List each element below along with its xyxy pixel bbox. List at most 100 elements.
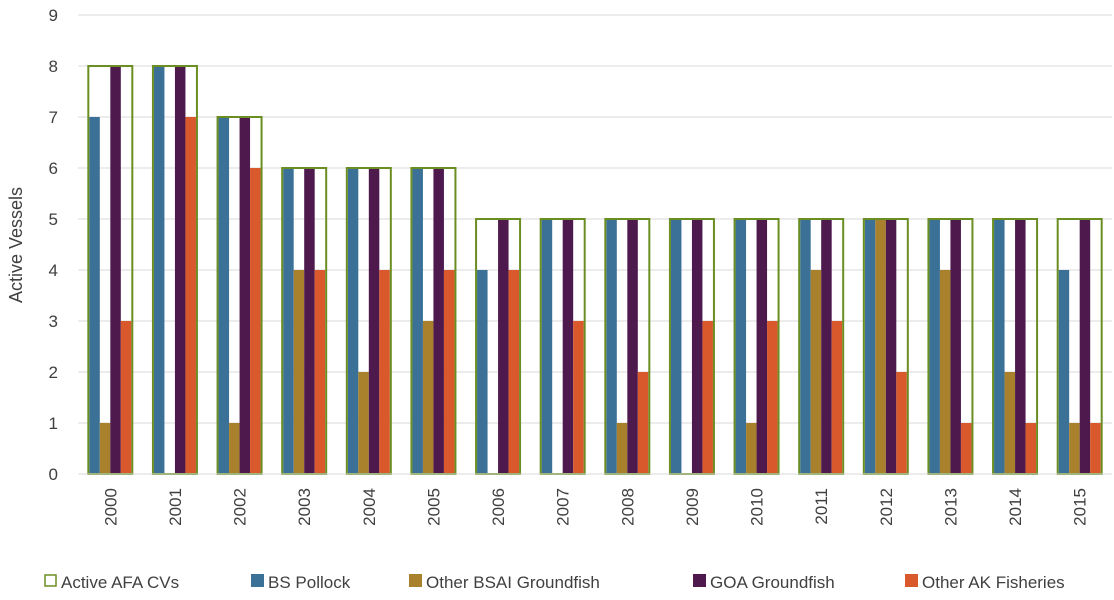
bar-other-ak-fisheries bbox=[120, 321, 132, 474]
x-tick-label: 2006 bbox=[489, 488, 508, 526]
bar-other-ak-fisheries bbox=[443, 270, 455, 474]
legend-item-goa-groundfish: GOA Groundfish bbox=[693, 573, 835, 592]
legend-label: GOA Groundfish bbox=[710, 573, 835, 592]
bar-other-ak-fisheries bbox=[637, 372, 649, 474]
bar-other-ak-fisheries bbox=[896, 372, 907, 474]
y-tick-label: 3 bbox=[49, 312, 58, 331]
x-tick-label: 2000 bbox=[101, 488, 120, 526]
x-tick-label: 2014 bbox=[1006, 488, 1025, 526]
bar-goa-groundfish bbox=[562, 219, 574, 474]
legend-label: Other BSAI Groundfish bbox=[426, 573, 600, 592]
x-tick-label: 2012 bbox=[877, 488, 896, 526]
y-axis-title: Active Vessels bbox=[6, 187, 26, 303]
legend-swatch bbox=[251, 574, 264, 587]
legend-swatch bbox=[44, 574, 57, 587]
bar-bs-pollock bbox=[929, 219, 940, 474]
bar-other-ak-fisheries bbox=[1025, 423, 1037, 474]
y-tick-label: 9 bbox=[49, 6, 58, 25]
bar-goa-groundfish bbox=[239, 117, 251, 474]
x-tick-label: 2009 bbox=[683, 488, 702, 526]
bar-other-ak-fisheries bbox=[960, 423, 972, 474]
bar-goa-groundfish bbox=[368, 168, 380, 474]
bar-other-bsai-groundfish bbox=[616, 423, 628, 474]
bar-bs-pollock bbox=[347, 168, 359, 474]
y-tick-label: 1 bbox=[49, 414, 58, 433]
legend-item-bs-pollock: BS Pollock bbox=[251, 573, 351, 592]
x-axis-ticks: 2000 2001 2002 2003 2004 2005 2006 2007 2008 2009… bbox=[101, 488, 1089, 526]
y-tick-label: 6 bbox=[49, 159, 58, 178]
bar-bs-pollock bbox=[541, 219, 553, 474]
y-tick-label: 7 bbox=[49, 108, 58, 127]
bar-bs-pollock bbox=[994, 219, 1005, 474]
bar-bs-pollock bbox=[606, 219, 617, 474]
legend-label: Other AK Fisheries bbox=[922, 573, 1065, 592]
bar-other-ak-fisheries bbox=[702, 321, 713, 474]
x-tick-label: 2010 bbox=[748, 488, 767, 526]
x-tick-label: 2008 bbox=[618, 488, 637, 526]
bar-bs-pollock bbox=[153, 66, 165, 474]
bar-goa-groundfish bbox=[821, 219, 832, 474]
x-tick-label: 2013 bbox=[941, 488, 960, 526]
y-tick-label: 5 bbox=[49, 210, 58, 229]
bar-goa-groundfish bbox=[1015, 219, 1026, 474]
bar-other-ak-fisheries bbox=[831, 321, 843, 474]
legend-swatch bbox=[409, 574, 422, 587]
bar-other-ak-fisheries bbox=[767, 321, 778, 474]
bar-other-ak-fisheries bbox=[573, 321, 584, 474]
bar-goa-groundfish bbox=[110, 66, 121, 474]
legend-label: BS Pollock bbox=[268, 573, 351, 592]
bar-other-ak-fisheries bbox=[314, 270, 326, 474]
bar-goa-groundfish bbox=[498, 219, 509, 474]
x-tick-label: 2007 bbox=[554, 488, 573, 526]
x-tick-label: 2003 bbox=[295, 488, 314, 526]
bar-other-bsai-groundfish bbox=[746, 423, 757, 474]
x-tick-label: 2002 bbox=[231, 488, 250, 526]
bar-other-bsai-groundfish bbox=[1004, 372, 1016, 474]
bar-other-ak-fisheries bbox=[1090, 423, 1101, 474]
bar-bs-pollock bbox=[864, 219, 876, 474]
y-tick-label: 2 bbox=[49, 363, 58, 382]
bar-other-ak-fisheries bbox=[379, 270, 390, 474]
bar-other-bsai-groundfish bbox=[1069, 423, 1080, 474]
bar-other-bsai-groundfish bbox=[99, 423, 111, 474]
bar-goa-groundfish bbox=[691, 219, 703, 474]
x-tick-label: 2001 bbox=[166, 488, 185, 526]
bar-other-bsai-groundfish bbox=[293, 270, 305, 474]
bar-goa-groundfish bbox=[627, 219, 638, 474]
bar-bs-pollock bbox=[412, 168, 423, 474]
legend-swatch bbox=[693, 574, 706, 587]
bar-goa-groundfish bbox=[1079, 219, 1091, 474]
bar-goa-groundfish bbox=[433, 168, 444, 474]
bar-bs-pollock bbox=[800, 219, 811, 474]
legend-item-other-bsai-groundfish: Other BSAI Groundfish bbox=[409, 573, 600, 592]
bar-other-ak-fisheries bbox=[185, 117, 196, 474]
legend: Active AFA CVs BS Pollock Other BSAI Groun… bbox=[44, 573, 1065, 592]
bar-other-bsai-groundfish bbox=[939, 270, 951, 474]
bar-goa-groundfish bbox=[950, 219, 961, 474]
bar-bs-pollock bbox=[735, 219, 747, 474]
x-tick-label: 2015 bbox=[1071, 488, 1090, 526]
bar-other-bsai-groundfish bbox=[358, 372, 369, 474]
bar-bs-pollock bbox=[283, 168, 294, 474]
bar-goa-groundfish bbox=[304, 168, 315, 474]
legend-item-other-ak-fisheries: Other AK Fisheries bbox=[905, 573, 1065, 592]
bar-bs-pollock bbox=[218, 117, 230, 474]
legend-label: Active AFA CVs bbox=[61, 573, 179, 592]
bar-other-ak-fisheries bbox=[250, 168, 261, 474]
bar-goa-groundfish bbox=[756, 219, 768, 474]
bar-goa-groundfish bbox=[174, 66, 186, 474]
bars bbox=[89, 66, 1101, 474]
y-tick-label: 4 bbox=[49, 261, 58, 280]
bar-goa-groundfish bbox=[885, 219, 897, 474]
bar-bs-pollock bbox=[477, 270, 488, 474]
bar-bs-pollock bbox=[1058, 270, 1070, 474]
x-tick-label: 2004 bbox=[360, 488, 379, 526]
bar-bs-pollock bbox=[89, 117, 100, 474]
bar-other-bsai-groundfish bbox=[875, 219, 886, 474]
bar-other-bsai-groundfish bbox=[422, 321, 434, 474]
y-axis-ticks: 0 1 2 3 4 5 6 7 8 9 bbox=[49, 6, 58, 484]
bar-other-ak-fisheries bbox=[508, 270, 520, 474]
legend-swatch bbox=[905, 574, 918, 587]
bar-other-bsai-groundfish bbox=[229, 423, 240, 474]
